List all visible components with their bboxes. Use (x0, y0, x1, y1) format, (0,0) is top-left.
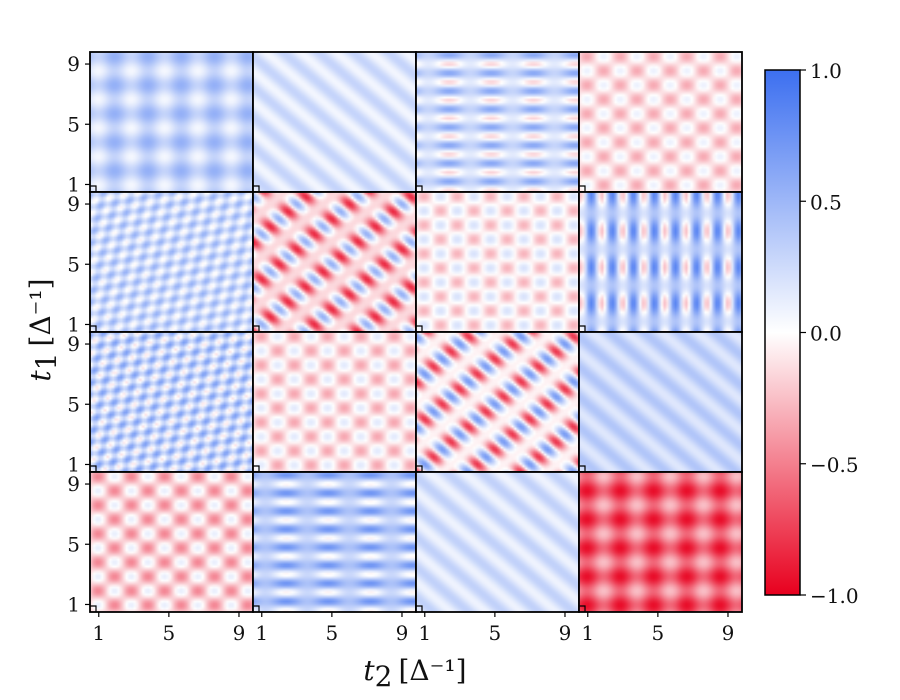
x-tick-label: 1 (581, 621, 594, 645)
colorbar: 1.0 0.5 0.0 −0.5 −1.0 (764, 59, 859, 608)
heatmap-panel-r2-c2 (253, 192, 416, 332)
colorbar-body (764, 69, 801, 596)
x-axis-title: t2 [Δ⁻¹] (363, 654, 466, 693)
x-tick-label: 9 (722, 621, 735, 645)
panel-frame (578, 471, 743, 613)
y-tick-label: 5 (67, 392, 80, 416)
x-tick-label: 5 (163, 621, 176, 645)
heatmap-panel-r4-c1 (90, 472, 253, 612)
panel-corner-mark (90, 605, 97, 612)
x-tick-label: 5 (326, 621, 339, 645)
x-tick-label: 1 (418, 621, 431, 645)
panel-corner-mark (253, 465, 260, 472)
colorbar-tick-label: 0.0 (810, 322, 842, 346)
x-tick-label: 5 (489, 621, 502, 645)
panel-corner-mark (90, 465, 97, 472)
heatmap-panel-r3-c3 (416, 332, 579, 472)
panel-corner-mark (579, 605, 586, 612)
panel-grid (89, 51, 743, 613)
heatmap-panel-r1-c1 (90, 52, 253, 192)
heatmap-panel-r4-c2 (253, 472, 416, 612)
colorbar-tick-label: 1.0 (810, 59, 842, 83)
colorbar-tick-label: 0.5 (810, 190, 842, 214)
y-tick-label: 5 (67, 532, 80, 556)
heatmap-panel-r3-c2 (253, 332, 416, 472)
y-tick-label: 9 (67, 52, 80, 76)
heatmap-panel-r2-c4 (579, 192, 742, 332)
y-tick-label: 1 (67, 172, 80, 196)
panel-corner-mark (579, 465, 586, 472)
y-tick-label: 1 (67, 452, 80, 476)
y-tick-label: 5 (67, 112, 80, 136)
panel-corner-mark (253, 325, 260, 332)
heatmap-panel-r1-c2 (253, 52, 416, 192)
y-tick-label: 9 (67, 192, 80, 216)
y-tick-label: 1 (67, 592, 80, 616)
heatmap-panel-r1-c3 (416, 52, 579, 192)
heatmap-panel-r1-c4 (579, 52, 742, 192)
x-tick-label: 9 (233, 621, 246, 645)
y-axis-title: t1[Δ⁻¹] (24, 278, 63, 381)
heatmap-panel-r4-c4 (579, 472, 742, 612)
panel-corner-mark (253, 185, 260, 192)
colorbar-tick-label: −0.5 (810, 453, 859, 477)
panel-corner-mark (416, 185, 423, 192)
y-tick-label: 9 (67, 332, 80, 356)
y-tick-label: 9 (67, 472, 80, 496)
heatmap-panel-r2-c1 (90, 192, 253, 332)
panel-corner-mark (416, 605, 423, 612)
heatmap-panel-r4-c3 (416, 472, 579, 612)
x-tick-label: 1 (92, 621, 105, 645)
panel-corner-mark (416, 465, 423, 472)
heatmap-panel-r2-c3 (416, 192, 579, 332)
panel-corner-mark (90, 325, 97, 332)
x-tick-label: 9 (559, 621, 572, 645)
panel-corner-mark (253, 605, 260, 612)
y-tick-label: 5 (67, 252, 80, 276)
x-tick-label: 5 (652, 621, 665, 645)
y-tick-label: 1 (67, 312, 80, 336)
heatmap-panel-r3-c4 (579, 332, 742, 472)
panel-corner-mark (579, 185, 586, 192)
panel-corner-mark (90, 185, 97, 192)
x-tick-label: 1 (255, 621, 268, 645)
colorbar-tick-label: −1.0 (810, 584, 859, 608)
panel-corner-mark (579, 325, 586, 332)
x-tick-label: 9 (396, 621, 409, 645)
heatmap-panel-r3-c1 (90, 332, 253, 472)
panel-corner-mark (416, 325, 423, 332)
